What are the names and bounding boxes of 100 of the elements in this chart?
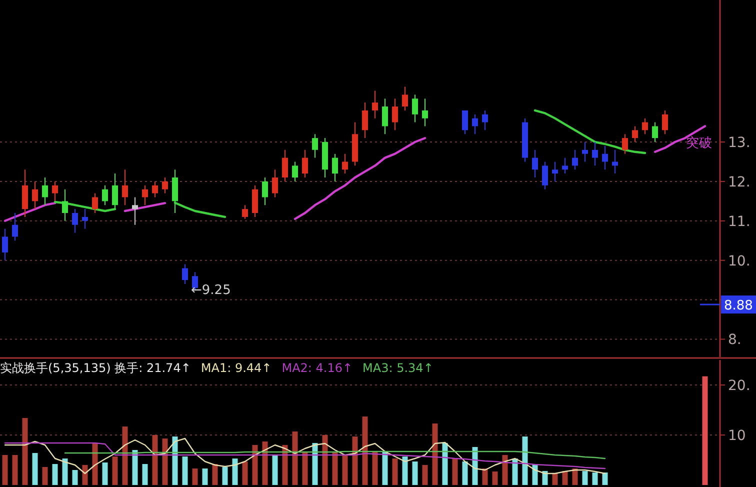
candlestick — [392, 98, 398, 131]
bar — [292, 432, 298, 485]
bar — [422, 465, 428, 485]
annotation: 突破 — [686, 136, 712, 151]
bar — [72, 470, 78, 485]
candlestick — [652, 122, 658, 142]
candlestick — [252, 184, 258, 218]
candlestick — [382, 98, 388, 135]
candlestick — [282, 149, 288, 182]
candlestick — [262, 177, 268, 206]
bar — [192, 468, 198, 485]
y-tick-label: 10. — [728, 253, 750, 270]
line-series — [64, 450, 606, 460]
candlestick — [632, 126, 638, 142]
bar — [92, 443, 98, 485]
ref-line-label: 8.88 — [724, 298, 753, 314]
candlestick — [152, 180, 158, 198]
bar — [112, 456, 118, 485]
candlestick — [32, 180, 38, 210]
bar — [442, 443, 448, 485]
candlestick — [82, 208, 88, 230]
candlestick — [102, 184, 108, 206]
bar — [232, 458, 238, 485]
bar — [202, 468, 208, 485]
candlestick — [302, 149, 308, 178]
candlestick — [172, 169, 178, 214]
bar — [482, 468, 488, 485]
candlestick — [62, 188, 68, 222]
candlestick — [132, 196, 138, 226]
bar — [542, 471, 548, 485]
candlestick — [662, 110, 668, 135]
bar — [502, 455, 508, 485]
candlestick — [162, 177, 168, 194]
text: MA3: 5.34↑ — [362, 361, 434, 375]
candlestick — [612, 149, 618, 174]
candlestick — [462, 110, 468, 135]
candlestick — [312, 134, 318, 158]
bar — [82, 465, 88, 485]
candlestick — [272, 169, 278, 198]
bar — [242, 462, 248, 485]
candlestick — [182, 264, 188, 284]
bar — [702, 376, 708, 485]
bar — [572, 468, 578, 485]
candlestick — [482, 110, 488, 131]
candlestick — [602, 145, 608, 170]
candlestick — [122, 169, 128, 206]
bar — [452, 458, 458, 485]
candlestick — [342, 153, 348, 174]
bar — [102, 462, 108, 485]
bar — [52, 464, 58, 485]
bar — [552, 474, 558, 485]
candlestick — [92, 192, 98, 214]
y-tick-label: 20. — [728, 378, 750, 394]
y-tick-label: 13. — [728, 135, 750, 151]
candlestick — [12, 212, 18, 242]
bar — [472, 447, 478, 485]
candlestick — [402, 86, 408, 111]
bar — [322, 435, 328, 485]
candlestick — [642, 118, 648, 135]
bar — [392, 458, 398, 485]
y-tick-label: 10 — [728, 428, 746, 444]
bar — [382, 452, 388, 485]
bar — [262, 442, 268, 485]
candlestick — [542, 161, 548, 190]
bar — [252, 445, 258, 485]
bar — [432, 424, 438, 485]
bar — [22, 418, 28, 485]
candlestick — [2, 228, 8, 261]
candlestick — [372, 90, 378, 119]
bar — [372, 452, 378, 485]
bar — [12, 455, 18, 485]
bar — [142, 464, 148, 485]
bar — [342, 455, 348, 485]
candlestick — [362, 102, 368, 139]
y-tick-label: 8. — [728, 332, 742, 348]
annotation: ←9.25 — [191, 283, 231, 298]
candlestick — [622, 134, 628, 154]
candlestick — [112, 173, 118, 210]
bar — [602, 472, 608, 485]
candlestick — [592, 142, 598, 166]
candlestick — [242, 204, 248, 220]
y-tick-label: 11. — [728, 214, 750, 230]
bar — [592, 472, 598, 485]
candlestick — [422, 98, 428, 127]
bar — [582, 471, 588, 485]
bar — [402, 456, 408, 485]
candlestick — [332, 153, 338, 182]
candlestick — [582, 142, 588, 162]
bar — [32, 453, 38, 485]
chart-title: 实战换手(5,35,135) 换手: 21.74↑ — [0, 361, 191, 375]
bar — [182, 456, 188, 485]
bar — [562, 471, 568, 485]
bar — [172, 436, 178, 485]
candlestick — [572, 149, 578, 170]
line-series — [4, 442, 606, 470]
bar — [62, 458, 68, 485]
bar — [282, 445, 288, 485]
candlestick — [412, 94, 418, 123]
candlestick — [22, 169, 28, 218]
candlestick — [552, 161, 558, 182]
